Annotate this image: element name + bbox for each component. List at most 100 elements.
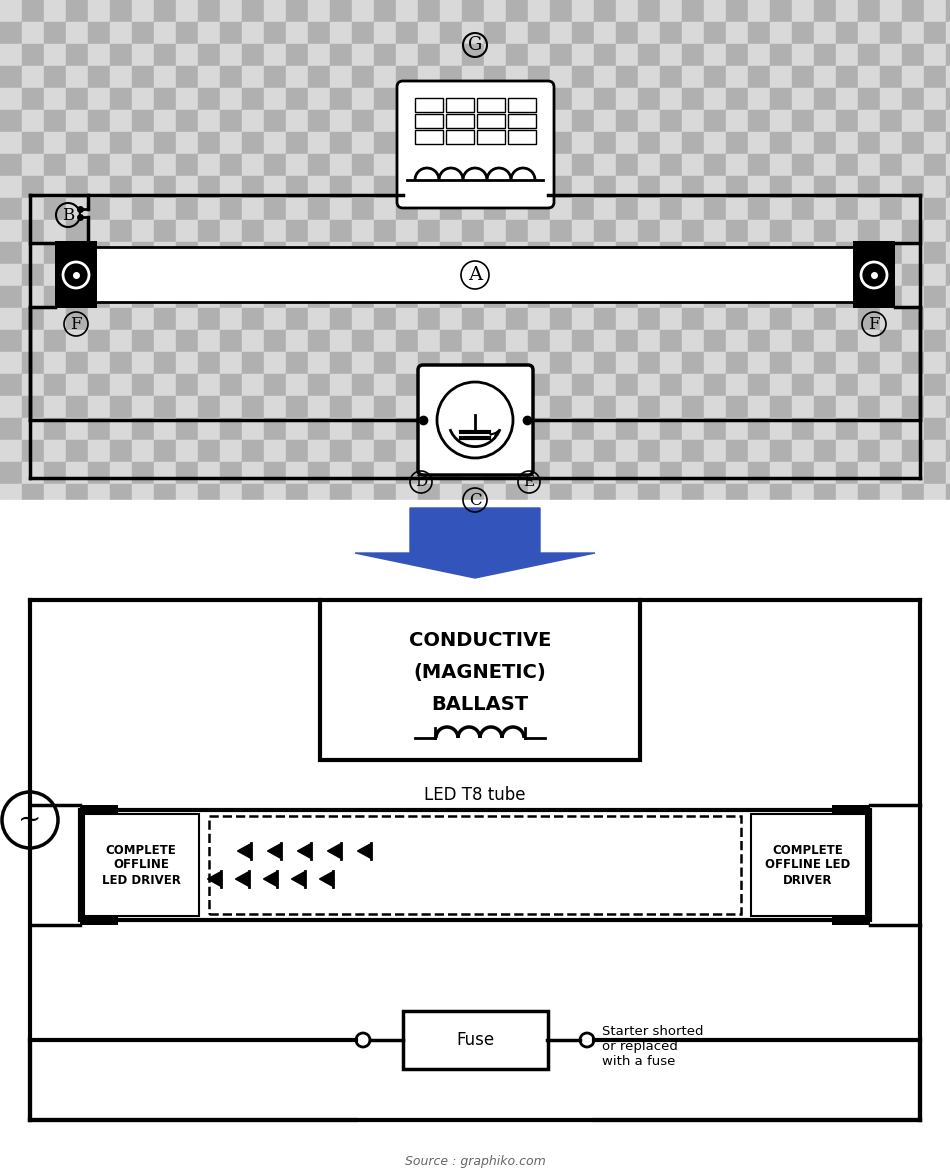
Bar [396,132,418,154]
Bar [814,462,836,485]
Text: COMPLETE
OFFLINE LED
DRIVER: COMPLETE OFFLINE LED DRIVER [766,843,850,887]
Bar [154,352,176,374]
Bar [110,44,132,66]
Bar [660,286,682,308]
Bar [110,154,132,176]
Bar [396,88,418,111]
Bar [352,352,374,374]
Bar [110,220,132,242]
Bar [704,462,726,485]
Bar [594,374,616,396]
Bar [638,440,660,462]
Bar [704,374,726,396]
Bar [198,111,220,132]
Bar [462,0,484,22]
Bar [594,22,616,44]
Bar [902,111,924,132]
Bar [616,462,638,485]
Bar [924,396,946,417]
Bar [726,0,748,22]
Polygon shape [328,844,340,858]
Bar [506,485,528,506]
Bar [396,286,418,308]
Bar [902,263,924,286]
Bar [418,0,440,22]
Bar [88,0,110,22]
Bar [814,417,836,440]
Bar [110,485,132,506]
Bar [308,396,330,417]
Bar [528,88,550,111]
Bar [220,440,242,462]
Bar [264,263,286,286]
Bar [110,111,132,132]
Text: Source : graphiko.com: Source : graphiko.com [405,1156,545,1169]
Bar [616,308,638,330]
Bar [572,440,594,462]
Bar [792,286,814,308]
Bar [330,176,352,198]
Bar [110,22,132,44]
Bar [264,242,286,263]
Bar [814,440,836,462]
Bar [88,176,110,198]
Bar [95,247,855,302]
Bar [572,462,594,485]
Bar [110,308,132,330]
Bar [528,176,550,198]
Bar [550,242,572,263]
Bar [418,352,440,374]
Bar [880,485,902,506]
Bar [330,22,352,44]
Bar [726,417,748,440]
Bar [66,396,88,417]
Bar [374,374,396,396]
Bar [924,374,946,396]
Bar [198,374,220,396]
Bar [924,242,946,263]
Bar [0,220,22,242]
Bar [748,0,770,22]
Bar [550,220,572,242]
Bar [286,485,308,506]
Bar [462,132,484,154]
Bar [616,198,638,220]
Bar [814,396,836,417]
Bar [506,44,528,66]
Bar [946,352,950,374]
Bar [374,263,396,286]
Bar [704,22,726,44]
Text: CONDUCTIVE: CONDUCTIVE [408,630,551,649]
Bar [550,440,572,462]
Bar [638,286,660,308]
Bar [594,154,616,176]
Bar [132,396,154,417]
Bar [506,198,528,220]
Bar [396,352,418,374]
Bar [638,308,660,330]
Bar [132,308,154,330]
Bar [286,132,308,154]
Bar [594,132,616,154]
Bar [528,462,550,485]
Bar [748,198,770,220]
Bar [792,485,814,506]
Bar [374,462,396,485]
Bar [638,330,660,352]
Bar [0,440,22,462]
Bar [726,286,748,308]
Bar [550,88,572,111]
Bar [638,176,660,198]
Bar [286,352,308,374]
Bar [88,263,110,286]
Bar [440,308,462,330]
Bar [176,132,198,154]
Bar [330,111,352,132]
Bar [176,485,198,506]
Bar [682,417,704,440]
Bar [572,308,594,330]
Text: LED T8 tube: LED T8 tube [425,786,525,804]
Bar [528,374,550,396]
Bar [814,263,836,286]
Bar [0,500,950,1176]
